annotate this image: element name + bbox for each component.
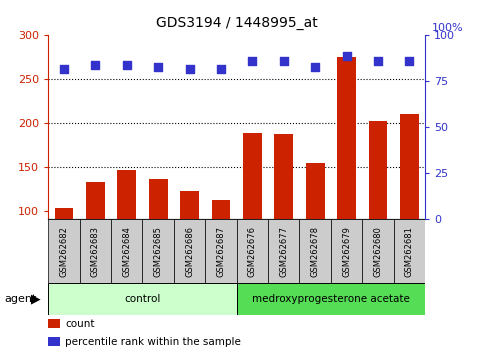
Point <box>123 62 131 68</box>
Text: GSM262682: GSM262682 <box>59 226 69 277</box>
Point <box>312 64 319 69</box>
Text: ▶: ▶ <box>31 293 41 306</box>
Point <box>217 66 225 72</box>
Bar <box>55 208 73 219</box>
Bar <box>362 219 394 283</box>
Bar <box>274 133 293 219</box>
Bar <box>331 219 362 283</box>
Text: agent: agent <box>5 294 37 304</box>
Bar <box>80 219 111 283</box>
Bar <box>237 219 268 283</box>
Text: count: count <box>65 319 95 329</box>
Point <box>186 66 194 72</box>
Point <box>155 64 162 69</box>
Point <box>60 66 68 72</box>
Bar <box>306 164 325 219</box>
Point <box>249 58 256 64</box>
Text: medroxyprogesterone acetate: medroxyprogesterone acetate <box>252 294 410 304</box>
Text: GSM262676: GSM262676 <box>248 226 257 277</box>
Bar <box>369 121 387 219</box>
Point <box>280 58 288 64</box>
Text: GSM262684: GSM262684 <box>122 226 131 277</box>
Bar <box>237 283 425 315</box>
Point <box>406 58 413 64</box>
Bar <box>180 192 199 219</box>
Text: GSM262681: GSM262681 <box>405 226 414 277</box>
Text: control: control <box>124 294 161 304</box>
Bar <box>48 283 237 315</box>
Text: GSM262683: GSM262683 <box>91 226 100 277</box>
Bar <box>149 179 168 219</box>
Bar <box>205 219 237 283</box>
Bar <box>400 114 419 219</box>
Bar <box>212 200 230 219</box>
Point <box>343 53 351 58</box>
Bar <box>142 219 174 283</box>
Bar <box>243 133 262 219</box>
Text: 100%: 100% <box>432 23 464 33</box>
Text: GSM262686: GSM262686 <box>185 226 194 277</box>
Bar <box>174 219 205 283</box>
Bar <box>117 170 136 219</box>
Bar <box>394 219 425 283</box>
Text: GSM262687: GSM262687 <box>216 226 226 277</box>
Point <box>374 58 382 64</box>
Bar <box>48 219 80 283</box>
Text: GSM262680: GSM262680 <box>373 226 383 277</box>
Bar <box>299 219 331 283</box>
Point <box>92 62 99 68</box>
Text: GSM262679: GSM262679 <box>342 226 351 277</box>
Bar <box>86 182 105 219</box>
Text: GSM262685: GSM262685 <box>154 226 163 277</box>
Text: GSM262678: GSM262678 <box>311 226 320 277</box>
Bar <box>111 219 142 283</box>
Text: percentile rank within the sample: percentile rank within the sample <box>65 337 241 347</box>
Bar <box>268 219 299 283</box>
Title: GDS3194 / 1448995_at: GDS3194 / 1448995_at <box>156 16 317 30</box>
Bar <box>337 57 356 219</box>
Text: GSM262677: GSM262677 <box>279 226 288 277</box>
